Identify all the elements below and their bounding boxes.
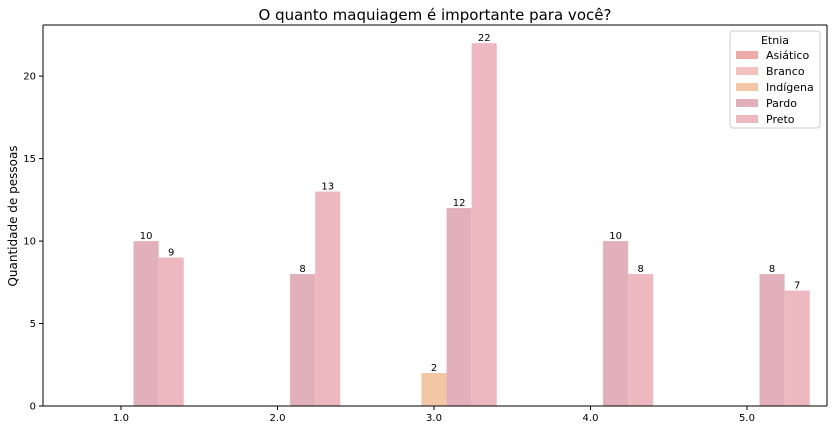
legend-item-label: Asiático <box>766 49 809 62</box>
legend-swatch <box>736 67 758 75</box>
legend-swatch <box>736 83 758 91</box>
data-label: 12 <box>453 198 466 209</box>
data-label: 22 <box>478 33 491 44</box>
bar-pardo-1.0 <box>133 241 159 406</box>
bar-pardo-2.0 <box>290 274 316 406</box>
data-label: 8 <box>769 264 775 275</box>
y-tick-label: 20 <box>23 72 36 83</box>
data-label: 10 <box>609 231 622 242</box>
data-label: 2 <box>431 363 437 374</box>
plot-area: 2 10 8 12 10 8 9 13 22 8 7 0 5 10 15 20 1.0 2.0 3.0 4.0 5.0 <box>23 24 828 424</box>
bar-preto-2.0 <box>315 191 341 406</box>
legend-title: Etnia <box>761 34 789 47</box>
y-tick-label: 0 <box>30 402 36 413</box>
data-label: 8 <box>299 264 305 275</box>
chart-title: O quanto maquiagem é importante para voc… <box>259 6 612 24</box>
x-tick-label: 3.0 <box>426 413 442 424</box>
x-tick-label: 5.0 <box>739 413 755 424</box>
bar-pardo-4.0 <box>603 241 629 406</box>
bar-pardo-5.0 <box>759 274 785 406</box>
data-label: 8 <box>638 264 644 275</box>
legend-item-label: Branco <box>766 65 805 78</box>
bar-preto-5.0 <box>784 290 810 406</box>
data-label: 10 <box>140 231 153 242</box>
data-label: 9 <box>168 248 174 259</box>
legend-item-label: Preto <box>766 113 795 126</box>
legend-swatch <box>736 51 758 59</box>
legend-swatch <box>736 99 758 107</box>
data-label: 13 <box>321 182 334 193</box>
x-tick-label: 1.0 <box>113 413 129 424</box>
bar-preto-4.0 <box>628 274 654 406</box>
bar-indígena-3.0 <box>421 373 447 406</box>
legend-swatch <box>736 115 758 123</box>
x-tick-label: 4.0 <box>583 413 599 424</box>
bar-preto-3.0 <box>471 43 497 407</box>
legend-item-label: Pardo <box>766 97 797 110</box>
bar-pardo-3.0 <box>446 208 472 406</box>
x-tick-label: 2.0 <box>270 413 286 424</box>
legend-item-label: Indígena <box>766 81 814 94</box>
y-tick-label: 15 <box>23 154 36 165</box>
y-tick-label: 5 <box>30 319 36 330</box>
legend: Etnia Asiático Branco Indígena Pardo Preto <box>729 30 821 129</box>
data-label: 7 <box>794 281 800 292</box>
y-axis-label: Quantidade de pessoas <box>6 145 20 286</box>
bar-preto-1.0 <box>158 257 184 406</box>
y-tick-label: 10 <box>23 237 36 248</box>
